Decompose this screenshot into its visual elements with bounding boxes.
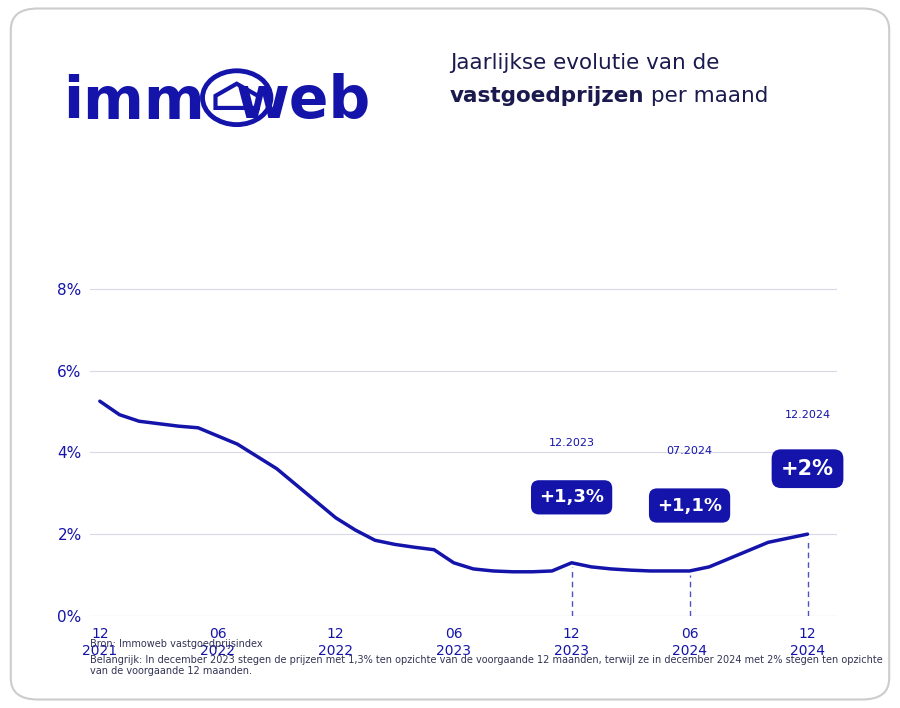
Text: Bron: Immoweb vastgoedprijsindex: Bron: Immoweb vastgoedprijsindex: [90, 639, 263, 649]
Text: 12.2024: 12.2024: [785, 410, 831, 420]
Text: vastgoedprijzen: vastgoedprijzen: [450, 86, 644, 106]
Text: +1,3%: +1,3%: [539, 489, 604, 506]
Text: 07.2024: 07.2024: [667, 447, 713, 457]
Text: Belangrijk: In december 2023 stegen de prijzen met 1,3% ten opzichte van de voor: Belangrijk: In december 2023 stegen de p…: [90, 655, 883, 677]
Text: web: web: [236, 73, 371, 130]
Text: +2%: +2%: [781, 459, 834, 479]
Text: Jaarlijkse evolutie van de: Jaarlijkse evolutie van de: [450, 53, 719, 73]
Text: imm: imm: [63, 74, 205, 132]
Text: per maand: per maand: [644, 86, 768, 106]
Text: 12.2023: 12.2023: [549, 438, 595, 448]
Text: +1,1%: +1,1%: [657, 496, 722, 515]
